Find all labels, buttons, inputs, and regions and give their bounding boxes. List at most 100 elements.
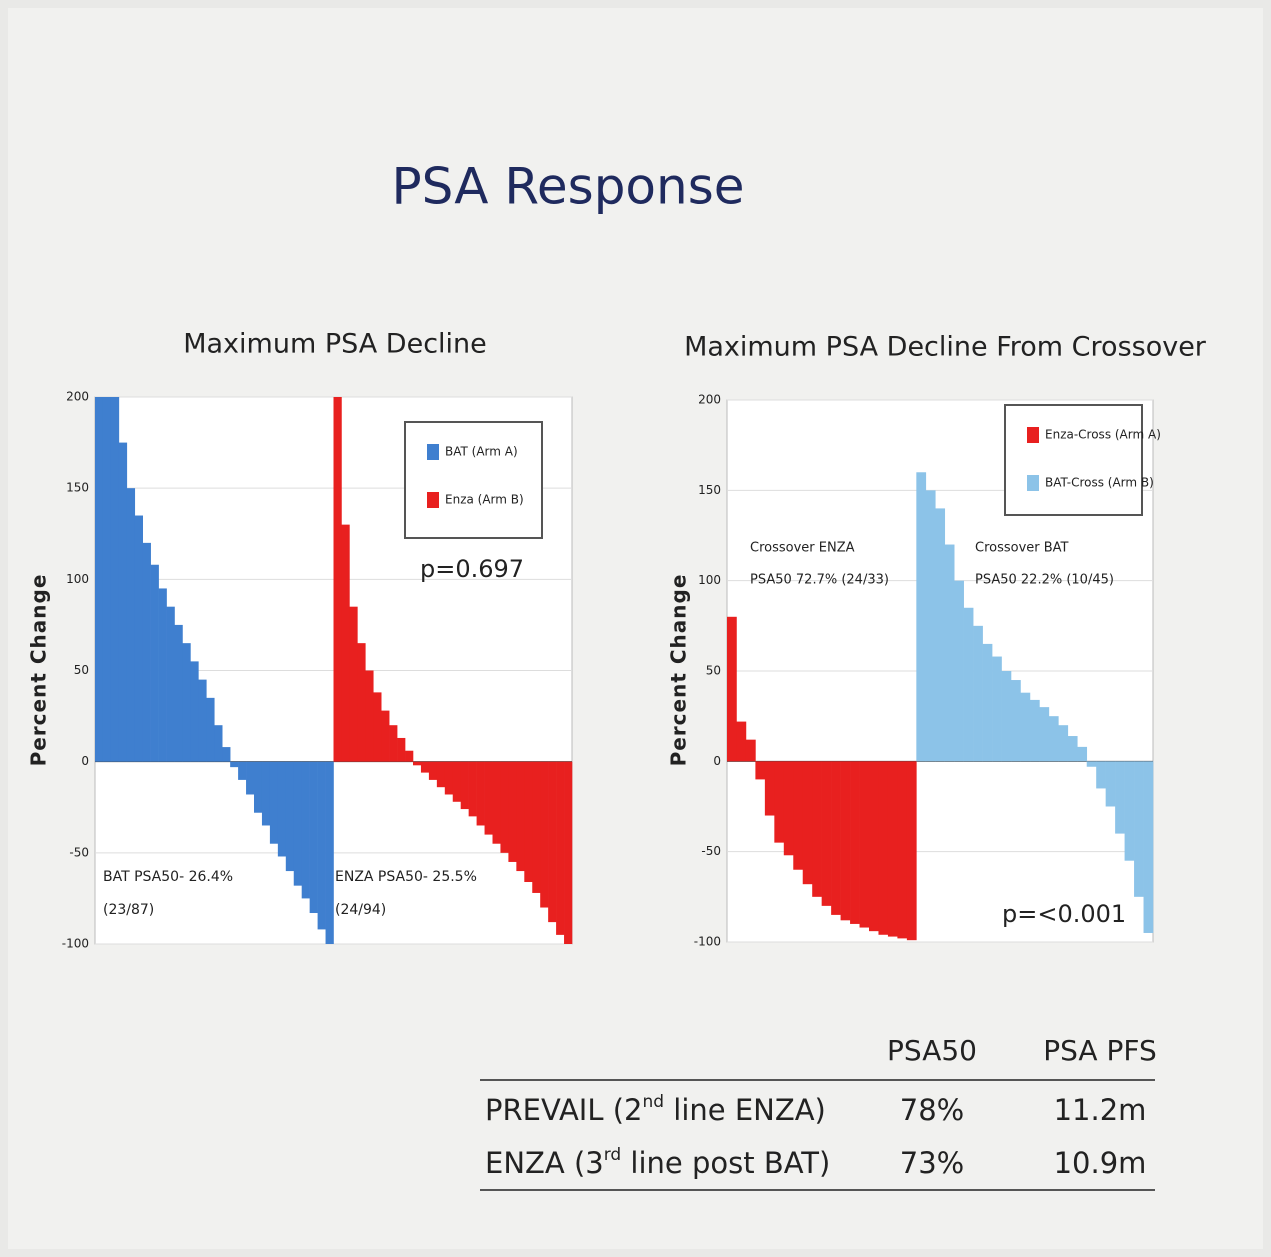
bar [420, 761, 430, 773]
bar [982, 643, 993, 762]
table-header: PSA50 [887, 1034, 977, 1067]
y-tick-label: 150 [698, 483, 721, 497]
annotation: Crossover BAT [975, 541, 1069, 556]
bar [95, 397, 104, 762]
bar [564, 761, 573, 944]
bar [452, 761, 461, 802]
bar [389, 725, 398, 762]
bar [309, 761, 318, 914]
bar [755, 761, 766, 780]
bar [963, 607, 974, 762]
bar [508, 761, 517, 862]
bar [1048, 716, 1059, 762]
bar [246, 761, 255, 795]
bar [357, 643, 366, 762]
bar [365, 670, 374, 762]
bar [110, 397, 120, 762]
bar [774, 761, 785, 843]
legend-box [1004, 404, 1143, 516]
bar [745, 739, 756, 762]
bar [878, 761, 889, 935]
bar [1039, 707, 1050, 762]
annotation: (24/94) [335, 902, 386, 918]
annotation: PSA50 72.7% (24/33) [750, 573, 889, 588]
y-tick-label: -50 [701, 844, 721, 858]
bar [349, 606, 358, 762]
annotation: p=0.697 [420, 555, 524, 583]
annotation: p=<0.001 [1002, 900, 1126, 928]
bar [944, 544, 955, 762]
bar [540, 761, 549, 908]
bar [222, 747, 231, 762]
bar [301, 761, 310, 899]
bar [484, 761, 493, 835]
bar [1011, 680, 1021, 762]
bar [1124, 761, 1135, 861]
row-label: ENZA (3rd line post BAT) [485, 1145, 830, 1180]
bar [783, 761, 794, 856]
bar [556, 761, 565, 935]
bar [150, 564, 159, 762]
annotation: BAT PSA50- 26.4% [103, 869, 233, 885]
bar [906, 761, 917, 941]
bar [1134, 761, 1144, 897]
bar [812, 761, 822, 897]
bar [166, 606, 175, 762]
bar [214, 725, 223, 762]
bar [397, 737, 406, 762]
bar [190, 661, 199, 762]
y-tick-label: 200 [66, 390, 89, 404]
bar [1143, 761, 1154, 933]
table-cell: 10.9m [1054, 1146, 1147, 1180]
bar [261, 761, 271, 826]
bar [174, 624, 183, 762]
bar [269, 761, 279, 844]
y-tick-label: 100 [66, 572, 89, 586]
bar [840, 761, 851, 921]
bar [1020, 692, 1031, 762]
bar [436, 761, 446, 788]
bar [1067, 736, 1078, 762]
chart-title: Maximum PSA Decline [183, 329, 487, 360]
y-tick-label: 200 [698, 393, 721, 407]
bar [954, 580, 964, 762]
y-tick-label: 0 [713, 754, 721, 768]
bar [992, 656, 1002, 762]
bar [102, 397, 112, 762]
bar [859, 761, 870, 928]
legend-swatch [1027, 427, 1039, 443]
y-axis-label: Percent Change [27, 574, 51, 767]
table-cell: 78% [900, 1093, 964, 1127]
y-tick-label: -100 [62, 937, 89, 951]
bar [182, 643, 191, 762]
bar [277, 761, 287, 857]
bar [238, 761, 247, 780]
bar [405, 750, 414, 762]
table-cell: 73% [900, 1146, 964, 1180]
legend-swatch [427, 444, 439, 460]
bar [869, 761, 879, 932]
superscript: rd [604, 1145, 621, 1165]
bar [381, 710, 390, 762]
bar [118, 442, 128, 762]
annotation: ENZA PSA50- 25.5% [335, 869, 477, 885]
legend-swatch [427, 492, 439, 508]
bar [850, 761, 860, 924]
legend-box [404, 421, 543, 539]
label-part: line ENZA) [664, 1093, 826, 1127]
bar [500, 761, 509, 853]
bar [198, 679, 207, 762]
bar [736, 721, 747, 762]
row-label: PREVAIL (2nd line ENZA) [485, 1092, 826, 1127]
bar [1077, 746, 1088, 762]
y-tick-label: 100 [698, 573, 721, 587]
bar [1029, 699, 1040, 762]
bar [325, 761, 334, 944]
bar [935, 508, 946, 762]
y-tick-label: -100 [694, 935, 721, 949]
bar [413, 761, 422, 766]
bar [373, 692, 382, 762]
bar [1001, 671, 1012, 762]
